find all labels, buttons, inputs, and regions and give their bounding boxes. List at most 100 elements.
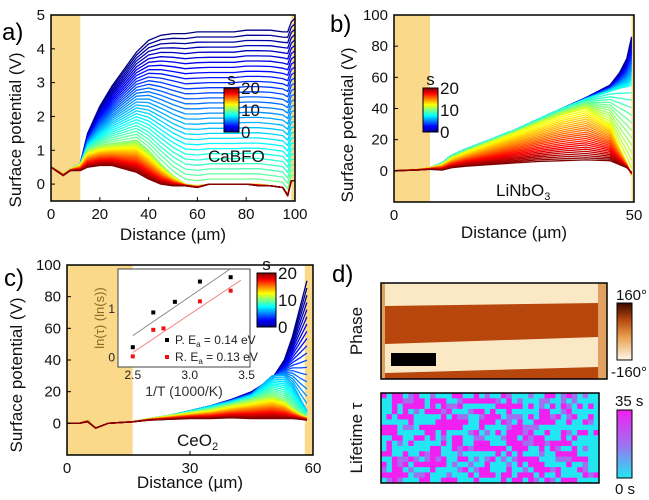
lifetime-pixel <box>517 445 524 452</box>
lifetime-pixel <box>506 408 513 415</box>
lifetime-pixel <box>495 451 502 458</box>
lifetime-pixel <box>555 435 562 442</box>
lifetime-pixel <box>397 445 404 452</box>
lifetime-pixel <box>511 461 518 468</box>
lifetime-pixel <box>451 440 458 447</box>
lifetime-pixel <box>397 430 404 436</box>
lifetime-pixel <box>582 419 589 426</box>
lifetime-pixel <box>424 435 431 442</box>
lifetime-pixel <box>479 477 486 484</box>
lifetime-pixel <box>451 414 458 420</box>
lifetime-pixel <box>419 472 426 479</box>
lifetime-pixel <box>397 477 404 484</box>
lifetime-pixel <box>386 430 393 436</box>
inset-xlabel: 1/T (1000/K) <box>145 383 223 399</box>
lifetime-pixel <box>386 403 393 410</box>
lifetime-pixel <box>457 467 464 473</box>
lifetime-pixel <box>528 430 535 436</box>
lifetime-pixel <box>577 451 584 458</box>
lifetime-pixel <box>533 477 540 484</box>
lifetime-pixel <box>506 398 513 405</box>
lifetime-pixel <box>440 419 447 426</box>
lifetime-pixel <box>549 461 556 468</box>
lifetime-pixel <box>533 467 540 473</box>
lifetime-pixel <box>506 419 513 426</box>
lifetime-pixel <box>457 408 464 415</box>
lifetime-pixel <box>430 424 436 431</box>
lifetime-pixel <box>511 440 518 447</box>
lifetime-pixel <box>402 408 409 415</box>
y-tick-label: 5 <box>37 7 45 24</box>
legend-text: P. E <box>175 333 196 347</box>
lifetime-pixel <box>560 445 567 452</box>
lifetime-pixel <box>533 408 540 415</box>
lifetime-pixel <box>588 403 595 410</box>
lifetime-pixel <box>549 393 556 399</box>
legend-text: R. E <box>175 350 198 364</box>
lifetime-pixel <box>555 408 562 415</box>
x-tick-label: 30 <box>182 460 199 477</box>
time-colorbar <box>422 87 439 133</box>
lifetime-pixel <box>440 477 447 484</box>
lifetime-pixel <box>484 408 491 415</box>
lifetime-pixel <box>473 456 480 463</box>
inset-legend-r: R. Ea = 0.13 eV <box>175 350 258 366</box>
lifetime-pixel <box>440 445 447 452</box>
lifetime-pixel <box>528 440 535 447</box>
lifetime-pixel <box>539 424 545 431</box>
lifetime-pixel <box>484 430 491 436</box>
lifetime-pixel <box>484 419 491 426</box>
lifetime-pixel <box>391 414 398 420</box>
lifetime-pixel <box>555 451 562 458</box>
lifetime-pixel <box>440 467 447 473</box>
lifetime-pixel <box>566 440 573 447</box>
y-tick-label: 60 <box>44 320 61 337</box>
lifetime-pixel <box>402 398 409 405</box>
lifetime-pixel <box>490 419 496 426</box>
lifetime-pixel <box>446 451 453 458</box>
lifetime-pixel <box>424 472 431 479</box>
lifetime-pixel <box>506 414 513 420</box>
lifetime-pixel <box>451 435 458 442</box>
lifetime-pixel <box>522 403 529 410</box>
lifetime-pixel <box>555 414 562 420</box>
lifetime-pixel <box>391 467 398 473</box>
lifetime-pixel <box>549 456 556 463</box>
lifetime-pixel <box>386 424 393 431</box>
lifetime-pixel <box>517 440 524 447</box>
lifetime-pixel <box>479 467 486 473</box>
scale-bar <box>391 353 436 366</box>
lifetime-pixel <box>473 472 480 479</box>
lifetime-pixel <box>555 424 562 431</box>
y-tick-label: 80 <box>371 38 388 55</box>
lifetime-pixel <box>571 440 578 447</box>
lifetime-pixel <box>391 403 398 410</box>
lifetime-pixel <box>435 435 442 442</box>
lifetime-pixel <box>593 456 600 463</box>
lifetime-pixel <box>506 403 513 410</box>
lifetime-pixel <box>490 430 496 436</box>
lifetime-pixel <box>495 393 502 399</box>
lifetime-pixel <box>593 393 600 399</box>
lifetime-pixel <box>560 472 567 479</box>
lifetime-pixel <box>457 414 464 420</box>
lifetime-pixel <box>440 430 447 436</box>
lifetime-pixel <box>506 467 513 473</box>
lifetime-pixel <box>479 430 486 436</box>
lifetime-pixel <box>566 435 573 442</box>
lifetime-pixel <box>386 477 393 484</box>
plot-frame <box>50 14 296 202</box>
lifetime-pixel <box>440 403 447 410</box>
material-subscript: 2 <box>212 441 218 453</box>
phase-label: Phase <box>347 307 366 355</box>
lifetime-pixel <box>424 430 431 436</box>
lifetime-pixel <box>479 414 486 420</box>
lifetime-pixel <box>424 456 431 463</box>
lifetime-pixel <box>435 440 442 447</box>
lifetime-pixel <box>571 435 578 442</box>
lifetime-pixel <box>544 398 551 405</box>
x-tick-label: 60 <box>305 460 322 477</box>
colorbar-tick-label: 10 <box>241 101 260 120</box>
lifetime-pixel <box>495 445 502 452</box>
